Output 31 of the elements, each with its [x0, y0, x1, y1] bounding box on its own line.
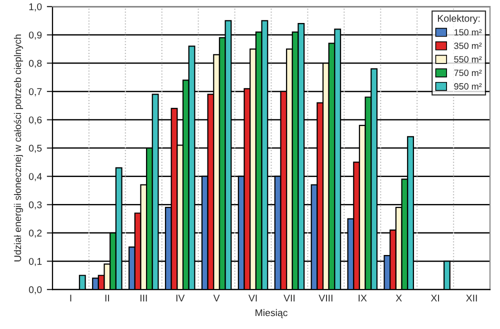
y-tick-label: 0,9: [28, 32, 42, 40]
x-tick-label: I: [70, 294, 72, 302]
legend-title: Kolektory:: [438, 14, 480, 24]
x-axis-title: Miesiąc: [256, 309, 288, 318]
x-tick-label: VII: [284, 294, 295, 302]
y-tick-label: 0,6: [28, 116, 42, 125]
x-tick-label: IV: [176, 294, 185, 302]
x-tick-label: II: [105, 294, 109, 302]
y-tick-label: 0,8: [28, 60, 42, 68]
y-tick-label: 1,0: [29, 3, 42, 12]
y-tick-label: 0,7: [28, 88, 42, 96]
x-tick-label: X: [396, 294, 402, 302]
x-tick-label: III: [140, 294, 147, 302]
legend-label: 550 m²: [454, 56, 482, 63]
x-tick-label: V: [213, 294, 220, 302]
y-tick-label: 0,3: [28, 201, 42, 210]
legend-label: 150 m²: [454, 29, 482, 36]
y-tick-label: 0,2: [28, 230, 42, 238]
x-tick-label: XI: [430, 294, 440, 302]
y-tick-label: 0,1: [28, 258, 42, 266]
y-tick-label: 0,0: [28, 286, 42, 294]
x-tick-label: VIII: [318, 294, 332, 302]
legend-label: 350 m²: [454, 42, 482, 50]
x-tick-label: XII: [466, 294, 477, 302]
y-tick-label: 0,4: [28, 173, 42, 182]
y-axis-title: Udział energii słonecznej w całości potrzeb cieplnych: [14, 34, 24, 262]
x-tick-label: VI: [248, 294, 257, 302]
y-tick-label: 0,5: [28, 144, 42, 153]
legend-label: 750 m²: [454, 70, 482, 76]
x-tick-label: IX: [358, 294, 367, 302]
legend-label: 950 m²: [454, 83, 482, 90]
